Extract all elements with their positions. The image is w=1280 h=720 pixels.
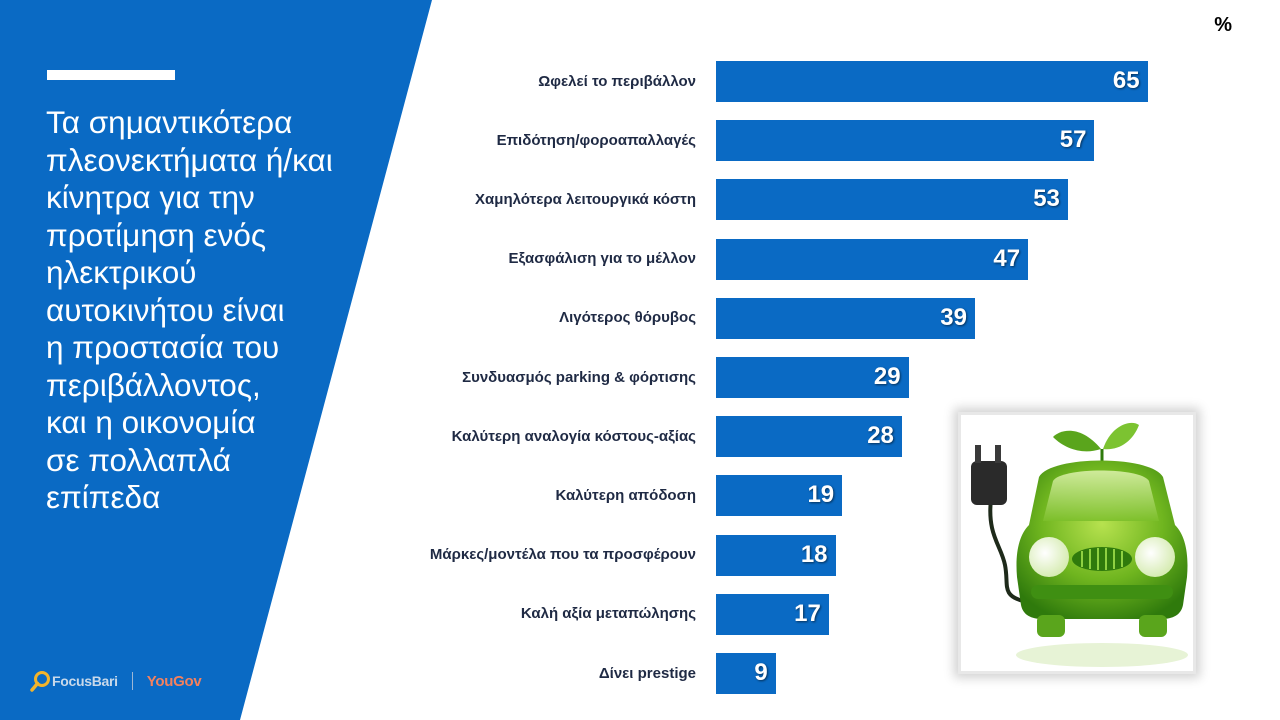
electric-car-icon	[971, 422, 1188, 667]
focusbari-logo: FocusBari	[30, 670, 118, 692]
logo-divider	[131, 672, 133, 690]
accent-line	[47, 70, 175, 80]
focusbari-logo-text: FocusBari	[52, 673, 118, 689]
category-label: Καλή αξία μεταπώλησης	[520, 605, 696, 623]
category-label: Δίνει prestige	[598, 664, 696, 682]
bar	[716, 534, 836, 576]
category-label: Επιδότηση/φοροαπαλλαγές	[496, 131, 696, 149]
bar	[716, 120, 1095, 162]
electric-car-illustration	[958, 412, 1196, 674]
category-label: Ωφελεί το περιβάλλον	[538, 72, 696, 90]
bar	[716, 416, 902, 458]
category-label: Συνδυασμός parking & φόρτισης	[462, 368, 696, 386]
bar	[716, 297, 975, 339]
bar	[716, 653, 776, 694]
data-label: 29	[873, 363, 901, 390]
data-label: 17	[794, 599, 821, 627]
logos: FocusBari YouGov	[30, 668, 202, 694]
category-label: Χαμηλότερα λειτουργικά κόστη	[475, 190, 696, 208]
unit-label: %	[1214, 14, 1232, 36]
data-label: 19	[807, 481, 835, 509]
headline: Τα σημαντικότερα πλεονεκτήματα ή/και κίν…	[46, 104, 333, 515]
data-label: 47	[993, 244, 1021, 272]
bar	[716, 179, 1068, 221]
bar	[716, 475, 843, 517]
data-label: 57	[1059, 126, 1087, 154]
magnifier-icon	[30, 671, 50, 692]
bar	[716, 61, 1148, 102]
data-label: 53	[1033, 185, 1060, 213]
data-label: 39	[940, 303, 967, 331]
bar	[716, 593, 829, 635]
data-label: 65	[1112, 67, 1140, 94]
data-label: 18	[800, 540, 828, 568]
category-label: Καλύτερη αναλογία κόστους-αξίας	[451, 427, 696, 445]
category-label: Εξασφάλιση για το μέλλον	[508, 250, 697, 268]
data-label: 28	[867, 422, 894, 450]
data-label: 9	[754, 659, 768, 686]
category-label: Μάρκες/μοντέλα που τα προσφέρουν	[429, 546, 696, 564]
category-label: Καλύτερη απόδοση	[555, 486, 696, 504]
bar	[716, 238, 1029, 280]
yougov-logo: YouGov	[146, 672, 202, 690]
category-label: Λιγότερος θόρυβος	[559, 309, 696, 327]
bar	[716, 357, 909, 398]
